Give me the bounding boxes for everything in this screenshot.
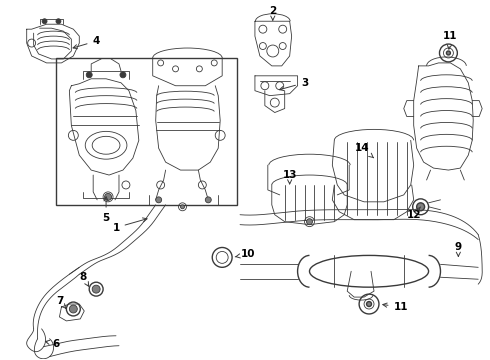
Circle shape <box>86 72 92 78</box>
Circle shape <box>416 203 425 211</box>
Circle shape <box>120 72 126 78</box>
Circle shape <box>307 219 313 225</box>
Text: 4: 4 <box>73 36 100 49</box>
Text: 9: 9 <box>455 243 462 256</box>
Text: 6: 6 <box>46 339 60 349</box>
Circle shape <box>205 197 211 203</box>
Circle shape <box>180 205 184 209</box>
Text: 5: 5 <box>102 197 110 223</box>
Text: 11: 11 <box>383 302 408 312</box>
Bar <box>56 58 237 205</box>
Text: 11: 11 <box>443 31 458 49</box>
Text: 1: 1 <box>112 218 147 233</box>
Circle shape <box>70 305 77 313</box>
Circle shape <box>156 197 162 203</box>
Circle shape <box>92 285 100 293</box>
Text: 12: 12 <box>406 207 421 220</box>
Circle shape <box>446 51 450 55</box>
Circle shape <box>104 193 112 201</box>
Circle shape <box>42 19 47 24</box>
Text: 3: 3 <box>279 78 308 91</box>
Text: 8: 8 <box>80 272 89 286</box>
Text: 10: 10 <box>235 249 255 260</box>
Text: 7: 7 <box>56 296 66 309</box>
Text: 13: 13 <box>282 170 297 184</box>
Text: 2: 2 <box>269 6 276 20</box>
Text: 14: 14 <box>355 143 373 158</box>
Circle shape <box>367 302 371 306</box>
Circle shape <box>56 19 61 24</box>
